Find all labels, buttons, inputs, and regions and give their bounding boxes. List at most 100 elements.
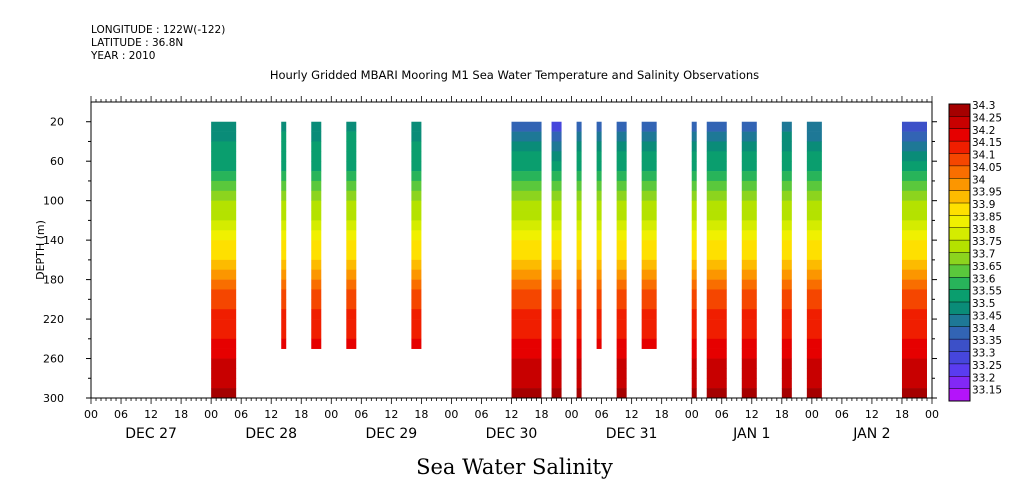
salinity-cell	[691, 161, 697, 172]
salinity-cell	[806, 200, 822, 211]
colorbar-swatch	[949, 363, 970, 377]
salinity-cell	[901, 368, 927, 379]
salinity-cell	[551, 190, 562, 201]
salinity-cell	[576, 230, 582, 241]
salinity-cell	[551, 269, 562, 280]
salinity-cell	[576, 220, 582, 231]
salinity-cell	[576, 358, 582, 369]
salinity-cell	[641, 171, 657, 182]
salinity-cell	[781, 121, 792, 132]
salinity-cell	[211, 289, 237, 300]
salinity-cell	[576, 348, 582, 359]
salinity-cell	[511, 220, 542, 231]
salinity-cell	[741, 151, 757, 162]
salinity-cell	[706, 358, 727, 369]
salinity-cell	[551, 378, 562, 389]
salinity-cell	[691, 358, 697, 369]
salinity-cell	[411, 190, 422, 201]
salinity-cell	[806, 269, 822, 280]
y-axis-title: DEPTH (m)	[34, 220, 47, 280]
y-tick-label: 260	[43, 353, 64, 366]
salinity-cell	[411, 279, 422, 290]
x-hour-label: 06	[835, 408, 849, 421]
salinity-cell	[806, 388, 822, 399]
salinity-cell	[781, 131, 792, 142]
salinity-cell	[806, 220, 822, 231]
x-hour-label: 18	[294, 408, 308, 421]
salinity-cell	[691, 269, 697, 280]
colorbar-label: 33.5	[972, 298, 995, 310]
salinity-cell	[741, 358, 757, 369]
salinity-cell	[551, 259, 562, 271]
salinity-cell	[211, 348, 237, 359]
salinity-cell	[211, 250, 237, 261]
colorbar-label: 33.45	[972, 310, 1002, 322]
salinity-cell	[311, 190, 322, 201]
salinity-cell	[901, 319, 927, 330]
salinity-cell	[616, 141, 627, 152]
salinity-cell	[511, 121, 542, 132]
colorbar-swatch	[949, 277, 970, 290]
salinity-cell	[576, 378, 582, 389]
y-tick-label: 180	[43, 274, 64, 287]
salinity-cell	[511, 151, 542, 162]
colorbar-swatch	[949, 141, 970, 154]
salinity-cell	[551, 299, 562, 310]
salinity-cell	[311, 299, 322, 310]
salinity-cell	[311, 220, 322, 231]
salinity-cell	[211, 378, 237, 389]
salinity-cell	[706, 388, 727, 399]
colorbar-swatch	[949, 339, 970, 352]
colorbar-swatch	[949, 190, 970, 204]
salinity-cell	[616, 151, 627, 162]
salinity-cell	[781, 279, 792, 290]
salinity-cell	[346, 319, 357, 330]
salinity-cell	[691, 368, 697, 379]
salinity-cell	[281, 131, 287, 142]
colorbar-label: 33.15	[972, 385, 1002, 397]
salinity-cell	[211, 358, 237, 369]
salinity-cell	[511, 368, 542, 379]
colorbar-swatch	[949, 215, 970, 229]
salinity-cell	[641, 279, 657, 290]
salinity-cell	[281, 190, 287, 201]
salinity-cell	[901, 358, 927, 369]
salinity-cell	[511, 240, 542, 251]
salinity-cell	[211, 161, 237, 172]
salinity-cell	[211, 171, 237, 182]
salinity-cell	[596, 279, 602, 290]
salinity-cell	[511, 230, 542, 241]
salinity-cell	[551, 368, 562, 379]
colorbar-label: 33.2	[972, 372, 995, 384]
salinity-cell	[641, 121, 657, 132]
colorbar-swatch	[949, 104, 970, 117]
salinity-cell	[511, 299, 542, 310]
salinity-cell	[691, 279, 697, 290]
salinity-cell	[346, 230, 357, 241]
salinity-cell	[346, 190, 357, 201]
y-tick-label: 20	[50, 116, 64, 129]
salinity-cell	[411, 230, 422, 241]
salinity-cell	[346, 210, 357, 221]
salinity-cell	[641, 299, 657, 310]
salinity-cell	[311, 230, 322, 241]
colorbar-label: 33.95	[972, 187, 1002, 199]
salinity-cell	[806, 378, 822, 389]
salinity-cell	[281, 299, 287, 310]
colorbar-swatch	[949, 165, 970, 179]
salinity-cell	[616, 279, 627, 290]
salinity-cell	[311, 240, 322, 251]
salinity-cell	[641, 269, 657, 280]
salinity-cell	[576, 121, 582, 132]
salinity-cell	[741, 200, 757, 211]
x-day-label: DEC 30	[486, 426, 538, 442]
colorbar-label: 33.3	[972, 348, 995, 360]
salinity-cell	[411, 171, 422, 182]
salinity-cell	[511, 328, 542, 340]
salinity-cell	[411, 200, 422, 211]
colorbar-label: 33.6	[972, 273, 996, 285]
x-hour-label: 00	[84, 408, 98, 421]
salinity-cell	[346, 259, 357, 271]
salinity-cell	[781, 200, 792, 211]
